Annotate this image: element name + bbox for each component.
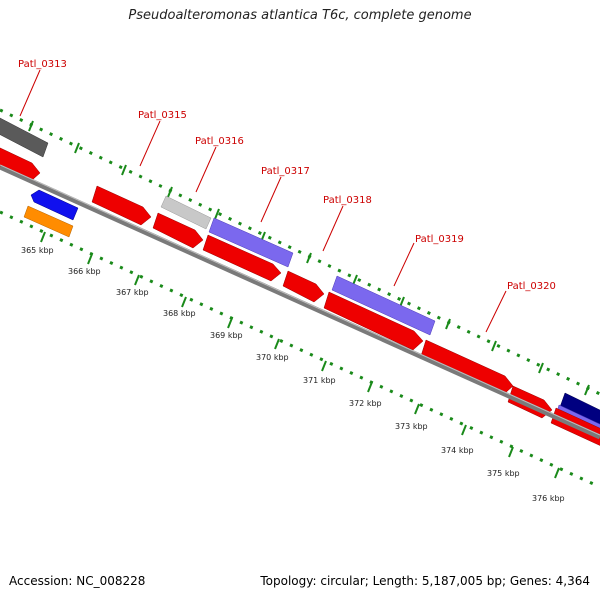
feature-blue[interactable] xyxy=(30,189,79,221)
gene-label-patl-0318[interactable]: Patl_0318 xyxy=(323,195,372,206)
gene-leader-lines xyxy=(19,69,507,333)
genome-backbone xyxy=(0,164,600,440)
scale-label: 371 kbp xyxy=(303,376,336,385)
scale-label: 374 kbp xyxy=(441,446,474,455)
scale-label: 373 kbp xyxy=(395,422,428,431)
feature-light-gray[interactable] xyxy=(160,195,212,230)
scale-track: 365 kbp 366 kbp 367 kbp 368 kbp 369 kbp … xyxy=(0,210,600,503)
gene-label-patl-0320[interactable]: Patl_0320 xyxy=(507,281,556,292)
scale-label: 372 kbp xyxy=(349,399,382,408)
feature-lavender-patl-0317[interactable] xyxy=(208,217,294,268)
feature-lavender-patl-0319[interactable] xyxy=(331,275,436,336)
gene-label-patl-0316[interactable]: Patl_0316 xyxy=(195,136,244,147)
gene-label-patl-0313[interactable]: Patl_0313 xyxy=(18,59,67,70)
feature-row-reverse xyxy=(23,189,79,238)
scale-label: 366 kbp xyxy=(68,267,101,276)
scale-label: 376 kbp xyxy=(532,494,565,503)
outer-dotted-track xyxy=(0,108,600,396)
gene-label-patl-0315[interactable]: Patl_0315 xyxy=(138,110,187,121)
cds-arrow-patl-0320[interactable] xyxy=(420,339,514,396)
cds-arrow-patl-0318[interactable] xyxy=(282,270,325,303)
scale-label: 369 kbp xyxy=(210,331,243,340)
feature-orange[interactable] xyxy=(23,205,74,238)
accession-text: Accession: NC_008228 xyxy=(9,574,146,588)
scale-label: 375 kbp xyxy=(487,469,520,478)
genome-title: Pseudoalteromonas atlantica T6c, complet… xyxy=(128,8,472,23)
feature-row-outer xyxy=(0,117,600,436)
cds-arrow[interactable] xyxy=(91,185,152,226)
gene-labels: Patl_0313 Patl_0315 Patl_0316 Patl_0317 … xyxy=(18,59,556,292)
genome-summary-text: Topology: circular; Length: 5,187,005 bp… xyxy=(260,574,590,588)
cds-arrow-patl-0317[interactable] xyxy=(202,234,282,282)
cds-arrow[interactable] xyxy=(152,212,204,249)
scale-label: 370 kbp xyxy=(256,353,289,362)
cds-arrow[interactable] xyxy=(0,146,41,183)
feature-row-cds xyxy=(0,146,600,446)
gene-label-patl-0317[interactable]: Patl_0317 xyxy=(261,166,310,177)
feature-dark-gray[interactable] xyxy=(0,117,49,158)
gene-label-patl-0319[interactable]: Patl_0319 xyxy=(415,234,464,245)
scale-label: 365 kbp xyxy=(21,246,54,255)
scale-label: 368 kbp xyxy=(163,309,196,318)
cds-arrow-patl-0319[interactable] xyxy=(323,291,424,351)
feature-navy[interactable] xyxy=(559,392,600,427)
scale-label: 367 kbp xyxy=(116,288,149,297)
